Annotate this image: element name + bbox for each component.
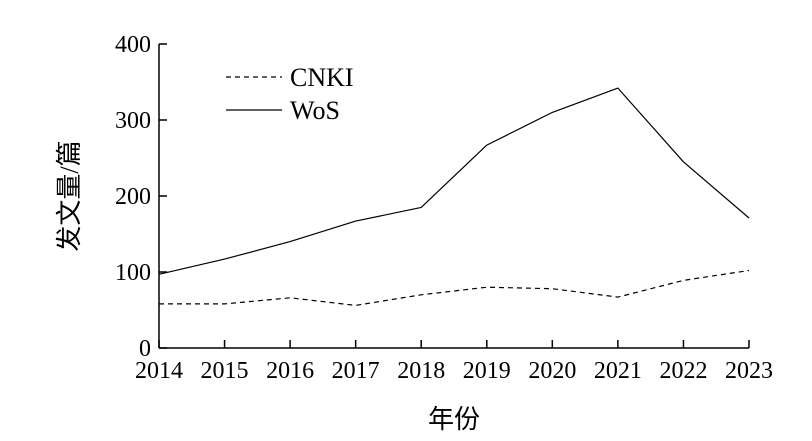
- x-tick-label: 2018: [397, 358, 445, 384]
- x-tick-label: 2014: [135, 358, 183, 384]
- axes: 0 100 200 300 400 2014 2015 2016 2017 2018 2019 202…: [115, 32, 773, 384]
- legend: CNKI WoS: [226, 63, 354, 125]
- y-axis-label: 发文量/篇: [55, 140, 84, 251]
- y-tick-label: 200: [115, 184, 151, 210]
- series-line-wos: [158, 87, 750, 275]
- y-tick-label: 0: [139, 336, 151, 362]
- y-tick-label: 300: [115, 108, 151, 134]
- x-tick-label: 2017: [332, 358, 380, 384]
- x-tick-label: 2022: [659, 358, 707, 384]
- x-tick-label: 2021: [594, 358, 642, 384]
- x-tick-label: 2023: [725, 358, 773, 384]
- series-layer: [158, 87, 750, 306]
- x-tick-label: 2019: [463, 358, 511, 384]
- x-tick-label: 2016: [266, 358, 314, 384]
- x-tick-label: 2020: [528, 358, 576, 384]
- y-tick-label: 100: [115, 260, 151, 286]
- x-axis-label: 年份: [428, 405, 480, 434]
- y-tick-label: 400: [115, 32, 151, 58]
- legend-label-cnki: CNKI: [290, 63, 354, 92]
- x-tick-label: 2015: [201, 358, 249, 384]
- legend-label-wos: WoS: [290, 96, 340, 125]
- series-line-cnki: [159, 269, 750, 306]
